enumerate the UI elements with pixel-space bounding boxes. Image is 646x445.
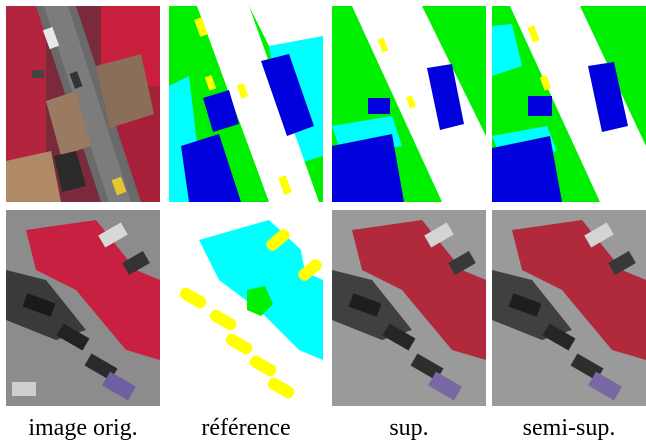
supervised-result-bottom [332, 210, 486, 406]
original-image-bottom [6, 210, 160, 406]
caption-reference: référence [201, 415, 291, 441]
reference-map-bottom [169, 210, 323, 406]
reference-map-top [169, 6, 323, 202]
original-image-top [6, 6, 160, 202]
caption-semi-supervised: semi-sup. [522, 415, 616, 441]
semi-supervised-result-top [492, 6, 646, 202]
supervised-result-top [332, 6, 486, 202]
caption-supervised: sup. [389, 415, 429, 441]
figure-grid [6, 6, 646, 406]
semi-supervised-result-bottom [492, 210, 646, 406]
caption-original: image orig. [28, 415, 138, 441]
